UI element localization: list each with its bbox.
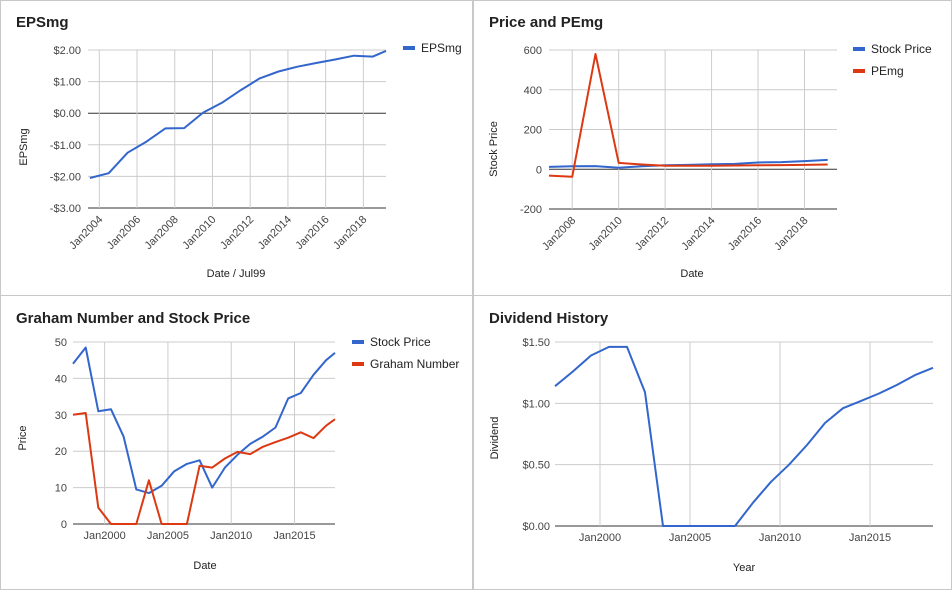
y-tick-label: 10: [55, 483, 67, 495]
x-tick-label: Jan2005: [147, 530, 189, 542]
y-tick-label: -$1.00: [50, 140, 81, 152]
x-tick-label: Jan2005: [669, 532, 711, 544]
series-line-pemg: [548, 53, 828, 178]
x-tick-label: Jan2010: [180, 214, 218, 252]
y-tick-label: 0: [536, 164, 542, 176]
y-tick-label: 50: [55, 337, 67, 349]
eps-chart: EPSmg -$3.00 -$2.00 -$1.00 $0.00 $1.00 $2.00 J…: [16, 14, 462, 280]
y-axis-label: EPSmg: [18, 128, 30, 165]
legend-label-pemg: PEmg: [871, 64, 904, 78]
series-line-graham-number: [72, 412, 336, 525]
x-axis-label: Date: [193, 560, 216, 572]
x-tick-label: Jan2018: [331, 214, 369, 252]
y-tick-label: 40: [55, 373, 67, 385]
y-axis-label: Stock Price: [488, 121, 500, 177]
x-tick-label: Jan2014: [256, 214, 294, 252]
chart-title: Graham Number and Stock Price: [16, 310, 250, 327]
x-tick-label: Jan2008: [540, 215, 578, 253]
eps-chart-panel: EPSmg -$3.00 -$2.00 -$1.00 $0.00 $1.00 $2.00 J…: [0, 0, 473, 296]
x-tick-label: Jan2015: [273, 530, 315, 542]
x-tick-label: Jan2014: [679, 215, 717, 253]
graham-chart: Graham Number and Stock Price 0 10 20 30 40 5…: [16, 310, 459, 572]
x-tick-label: Jan2016: [726, 215, 764, 253]
y-tick-label: $1.00: [53, 77, 81, 89]
legend: Stock Price PEmg: [853, 42, 932, 78]
legend: EPSmg: [403, 41, 462, 55]
y-tick-label: $1.00: [522, 398, 550, 410]
price-pe-chart-panel: Price and PEmg -200 0 200 400 600 Jan2008 Jan2…: [473, 0, 952, 296]
chart-title: Dividend History: [489, 310, 609, 327]
x-tick-label: Jan2015: [849, 532, 891, 544]
x-tick-label: Jan2012: [633, 215, 671, 253]
graham-chart-panel: Graham Number and Stock Price 0 10 20 30 40 5…: [0, 295, 473, 590]
x-tick-label: Jan2012: [218, 214, 256, 252]
legend-swatch-pemg: [853, 69, 865, 73]
y-tick-label: $0.00: [522, 521, 550, 533]
legend-label: EPSmg: [421, 41, 462, 55]
legend-swatch-stock-price: [352, 340, 364, 344]
x-tick-label: Jan2008: [143, 214, 181, 252]
y-tick-label: -$2.00: [50, 171, 81, 183]
series-line-stock-price: [72, 346, 336, 495]
legend-swatch-stock-price: [853, 47, 865, 51]
legend-label-stock-price: Stock Price: [871, 42, 932, 56]
chart-title: EPSmg: [16, 14, 69, 31]
x-axis-label: Year: [733, 562, 756, 574]
y-tick-label: $0.00: [53, 108, 81, 120]
y-tick-label: 400: [524, 85, 542, 97]
y-tick-label: 20: [55, 446, 67, 458]
y-axis-label: Price: [17, 425, 29, 450]
x-tick-label: Jan2004: [67, 214, 105, 252]
y-tick-label: $2.00: [53, 45, 81, 57]
y-tick-label: $0.50: [522, 460, 550, 472]
x-tick-label: Jan2000: [84, 530, 126, 542]
x-axis-label: Date: [680, 268, 703, 280]
legend-label-graham-number: Graham Number: [370, 357, 459, 371]
y-axis-label: Dividend: [489, 417, 501, 460]
x-axis-label: Date / Jul99: [207, 268, 266, 280]
dividend-chart: Dividend History $0.00 $0.50 $1.00 $1.50 Jan…: [489, 310, 934, 574]
legend-swatch: [403, 46, 415, 50]
x-tick-label: Jan2006: [105, 214, 143, 252]
y-tick-label: -200: [520, 204, 542, 216]
legend-swatch-graham-number: [352, 362, 364, 366]
x-tick-label: Jan2000: [579, 532, 621, 544]
y-tick-label: 30: [55, 410, 67, 422]
y-tick-label: $1.50: [522, 337, 550, 349]
legend: Stock Price Graham Number: [352, 335, 459, 371]
x-tick-label: Jan2018: [772, 215, 810, 253]
y-tick-label: 600: [524, 45, 542, 57]
chart-title: Price and PEmg: [489, 14, 603, 31]
x-tick-label: Jan2016: [293, 214, 331, 252]
y-tick-label: 0: [61, 519, 67, 531]
x-tick-label: Jan2010: [759, 532, 801, 544]
series-line-dividend: [554, 345, 934, 527]
x-tick-label: Jan2010: [210, 530, 252, 542]
legend-label-stock-price: Stock Price: [370, 335, 431, 349]
y-tick-label: -$3.00: [50, 203, 81, 215]
dividend-chart-panel: Dividend History $0.00 $0.50 $1.00 $1.50 Jan…: [473, 295, 952, 590]
y-tick-label: 200: [524, 125, 542, 137]
x-tick-label: Jan2010: [586, 215, 624, 253]
series-line-epsmg: [89, 49, 387, 179]
